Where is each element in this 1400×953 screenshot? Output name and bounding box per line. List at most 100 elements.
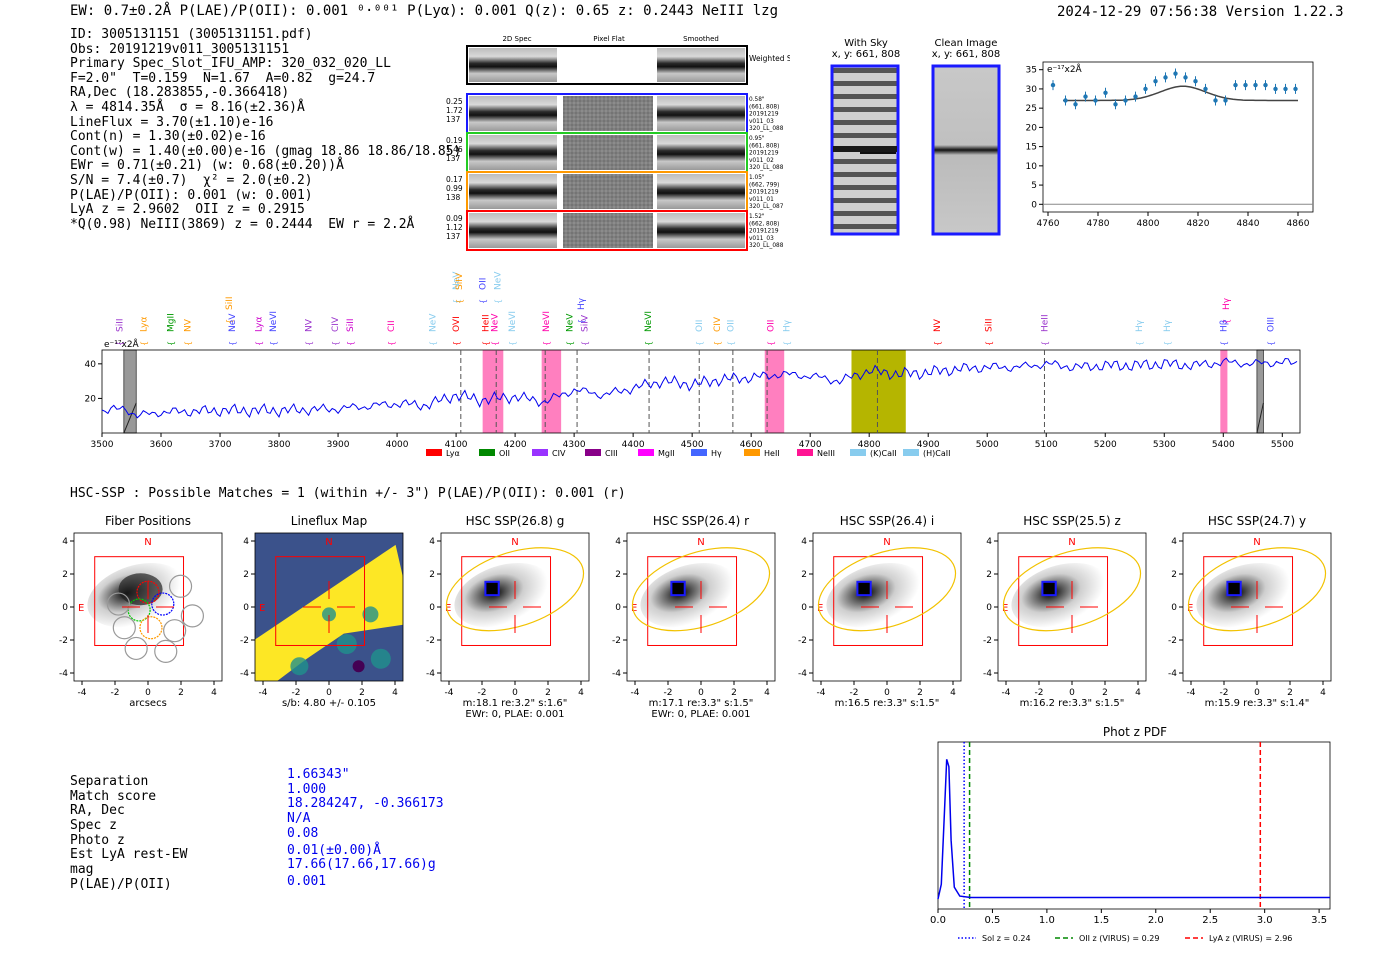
full-ylabel: e⁻¹⁷x2Å <box>104 338 140 350</box>
zoom-point <box>1143 86 1148 92</box>
panel-xtick-label: 0 <box>145 688 151 698</box>
zoom-point <box>1283 86 1288 92</box>
panel-xtick-label: -4 <box>78 688 87 698</box>
panel-ytick-label: 4 <box>1171 537 1177 547</box>
cutout-smoothed <box>657 213 745 248</box>
legend-label: NeIII <box>817 449 835 458</box>
spectral-line-label: HeII <box>1040 314 1050 332</box>
spectral-line-brace: { <box>577 319 586 324</box>
legend-label: (K)CaII <box>870 449 897 458</box>
cutout-right-label: (662, 799) <box>749 182 779 188</box>
panel-title: HSC SSP(26.8) g <box>466 514 565 528</box>
panel-ytick-label: -2 <box>426 636 435 646</box>
gray-band-hatch <box>123 402 137 434</box>
zoom-point <box>1183 75 1188 80</box>
header-timestamp: 2024-12-29 07:56:38 Version 1.22.3 <box>1057 4 1344 20</box>
pdf-xtick-label: 2.5 <box>1202 915 1218 926</box>
zoom-point <box>1153 79 1158 84</box>
east-label: E <box>817 603 823 614</box>
spectral-line-brace: { <box>305 341 314 346</box>
pink-band <box>1220 350 1228 433</box>
panel-caption-2: EWr: 0, PLAE: 0.001 <box>651 709 750 720</box>
info-line: *Q(0.98) NeIII(3869) z = 0.2444 EW r = 2… <box>70 216 415 232</box>
cutout-right-label: 20191219 <box>749 229 779 235</box>
spectral-line-label: SiII <box>225 296 235 310</box>
spectral-line-label: NeV <box>452 271 462 290</box>
panel-xtick-label: -2 <box>478 688 487 698</box>
spectral-line-brace: { <box>1222 319 1231 324</box>
spectral-line-brace: { <box>482 341 491 346</box>
cutout-left-label: 137 <box>446 154 461 163</box>
panel-ytick-label: 4 <box>243 537 249 547</box>
panel-ytick-label: -2 <box>240 636 249 646</box>
cutout-right-label: v011_01 <box>749 197 774 203</box>
legend-label: Lyα <box>446 449 460 458</box>
aperture-box <box>275 556 366 646</box>
panel-ytick-label: -2 <box>612 636 621 646</box>
spectral-line-label: CIV <box>713 316 723 332</box>
zoom-xtick-label: 4780 <box>1087 219 1110 229</box>
match-value: 0.08 <box>287 826 319 841</box>
match-value: 18.284247, -0.366173 <box>287 796 444 811</box>
full-xtick-label: 4000 <box>386 440 409 450</box>
panel-xtick-label: -4 <box>445 688 454 698</box>
spectral-line-brace: { <box>139 341 148 346</box>
cutout-left-label: 1.72 <box>446 106 463 115</box>
fiber-circle <box>106 592 131 616</box>
aperture-box <box>461 556 552 646</box>
spectral-line-brace: { <box>493 299 502 304</box>
fiber-circle <box>154 639 178 663</box>
aperture-ellipse <box>631 547 771 632</box>
spectral-line-brace: { <box>644 341 653 346</box>
pdf-title: Phot z PDF <box>1103 725 1167 739</box>
panel-xtick-label: 0 <box>1254 688 1260 698</box>
pink-band <box>541 350 562 433</box>
spectral-line-label: Lyα <box>254 316 264 332</box>
photz-pdf-chart: Phot z PDF 0.0 0.5 1.0 1.5 2.0 2.5 3.0 3.5 Sol … <box>930 725 1331 943</box>
legend-label: (H)CaII <box>923 449 950 458</box>
panel-xtick-label: -4 <box>259 688 268 698</box>
zoom-point <box>1093 98 1098 103</box>
col-title-pixelflat: Pixel Flat <box>593 35 625 43</box>
zoom-point <box>1123 98 1128 103</box>
pdf-xtick-label: 1.5 <box>1093 915 1109 926</box>
weighted-label: Weighted Sum <box>749 54 790 63</box>
panel-ytick-label: 4 <box>986 537 992 547</box>
spectral-line-brace: { <box>1266 341 1275 346</box>
image-panel: HSC SSP(26.4) i N E -4 -4 -2 -2 0 0 2 2 4 4 m:16.5 re… <box>798 514 962 709</box>
match-label: Est LyA rest-EW <box>70 847 188 862</box>
spectral-line-label: SiII <box>984 318 994 332</box>
source-marker <box>1226 580 1242 597</box>
spectral-line-brace: { <box>581 341 590 346</box>
panel-xtick-label: 2 <box>1102 688 1108 698</box>
full-xtick-label: 5500 <box>1271 440 1294 450</box>
pdf-legend-label: LyA z (VIRUS) = 2.96 <box>1209 934 1292 943</box>
panel-xtick-label: -2 <box>850 688 859 698</box>
legend-label: MgII <box>658 449 675 458</box>
north-label: N <box>1068 537 1075 548</box>
cutout-pixelflat <box>563 213 653 248</box>
zoom-xtick-label: 4840 <box>1237 219 1260 229</box>
panel-caption: m:16.5 re:3.3" s:1.5" <box>835 698 940 709</box>
panel-xtick-label: 2 <box>359 688 365 698</box>
zoom-point <box>1133 94 1138 99</box>
info-line: LyA z = 2.9602 OII z = 0.2915 <box>70 202 305 218</box>
fiber-circle <box>112 616 136 640</box>
full-xtick-label: 4300 <box>563 440 586 450</box>
cutout-left-label: 0.17 <box>446 175 463 184</box>
full-xtick-label: 5400 <box>1212 440 1235 450</box>
panel-ytick-label: 2 <box>243 570 249 580</box>
sky-images <box>830 64 1001 236</box>
panel-caption-2: EWr: 0, PLAE: 0.001 <box>465 709 564 720</box>
spectral-line-brace: { <box>116 341 125 346</box>
spectral-line-label: NeVI <box>508 311 518 332</box>
north-label: N <box>325 537 332 548</box>
spectral-line-label: Hβ <box>1219 319 1229 332</box>
cutout-right-label: 20191219 <box>749 112 779 118</box>
panel-caption: m:18.1 re:3.2" s:1.6" <box>463 698 568 709</box>
panel-caption: s/b: 4.80 +/- 0.105 <box>282 698 376 709</box>
spectral-line-brace: { <box>184 341 193 346</box>
full-xtick-label: 5100 <box>1035 440 1058 450</box>
aperture-box <box>647 556 738 646</box>
panel-ytick-label: 0 <box>1171 603 1177 613</box>
